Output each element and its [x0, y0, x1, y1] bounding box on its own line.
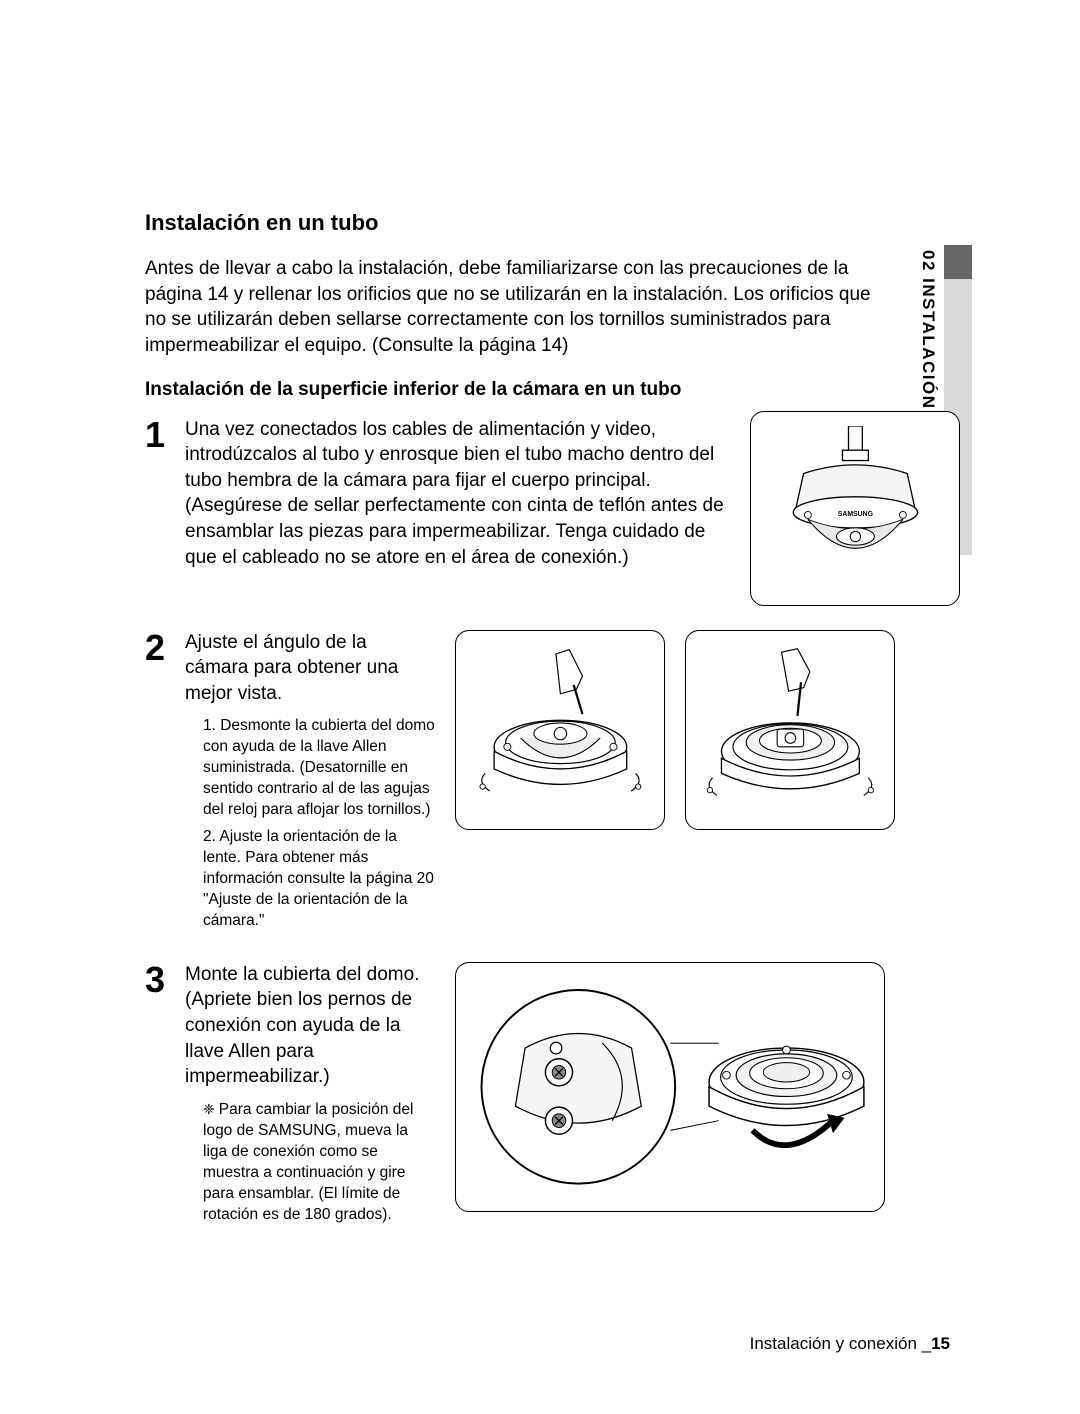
step-2-text: Ajuste el ángulo de la cámara para obten… [185, 630, 435, 707]
step-number: 1 [145, 417, 171, 453]
step-3: 3 Monte la cubierta del domo. (Apriete b… [145, 962, 960, 1232]
sub-heading: Instalación de la superficie inferior de… [145, 379, 885, 401]
step-3-text: Monte la cubierta del domo. (Apriete bie… [185, 962, 435, 1090]
step-1-text: Una vez conectados los cables de aliment… [185, 417, 730, 571]
figure-4-mount-cover [455, 962, 885, 1212]
camera-pipe-icon: SAMSUNG [767, 426, 944, 590]
footer-text: Instalación y conexión _ [750, 1334, 931, 1353]
brand-text: SAMSUNG [837, 511, 872, 518]
step-2-note-2: 2. Ajuste la orientación de la lente. Pa… [203, 827, 435, 932]
section-title: Instalación en un tubo [145, 210, 960, 236]
step-number: 2 [145, 630, 171, 666]
figure-3-adjust-lens [685, 630, 895, 830]
page-content: Instalación en un tubo Antes de llevar a… [0, 0, 1080, 1414]
figure-1-camera-on-pipe: SAMSUNG [750, 411, 960, 606]
figure-2-remove-cover [455, 630, 665, 830]
adjust-lens-icon [702, 645, 879, 813]
step-number: 3 [145, 962, 171, 998]
remove-cover-icon [472, 645, 649, 813]
step-3-notes: ❈Para cambiar la posición del logo de SA… [185, 1100, 435, 1226]
page-number: 15 [931, 1334, 950, 1353]
page-footer: Instalación y conexión _15 [750, 1334, 950, 1354]
intro-paragraph: Antes de llevar a cabo la instalación, d… [145, 256, 885, 359]
mount-cover-icon [467, 969, 874, 1205]
step-2-note-1: 1. Desmonte la cubierta del domo con ayu… [203, 716, 435, 821]
step-2-notes: 1. Desmonte la cubierta del domo con ayu… [185, 716, 435, 931]
step-1: 1 Una vez conectados los cables de alime… [145, 417, 960, 606]
note-marker-icon: ❈ [203, 1101, 215, 1117]
step-3-note-1: ❈Para cambiar la posición del logo de SA… [203, 1100, 435, 1226]
step-3-note-text: Para cambiar la posición del logo de SAM… [203, 1101, 413, 1223]
step-2: 2 Ajuste el ángulo de la cámara para obt… [145, 630, 960, 938]
